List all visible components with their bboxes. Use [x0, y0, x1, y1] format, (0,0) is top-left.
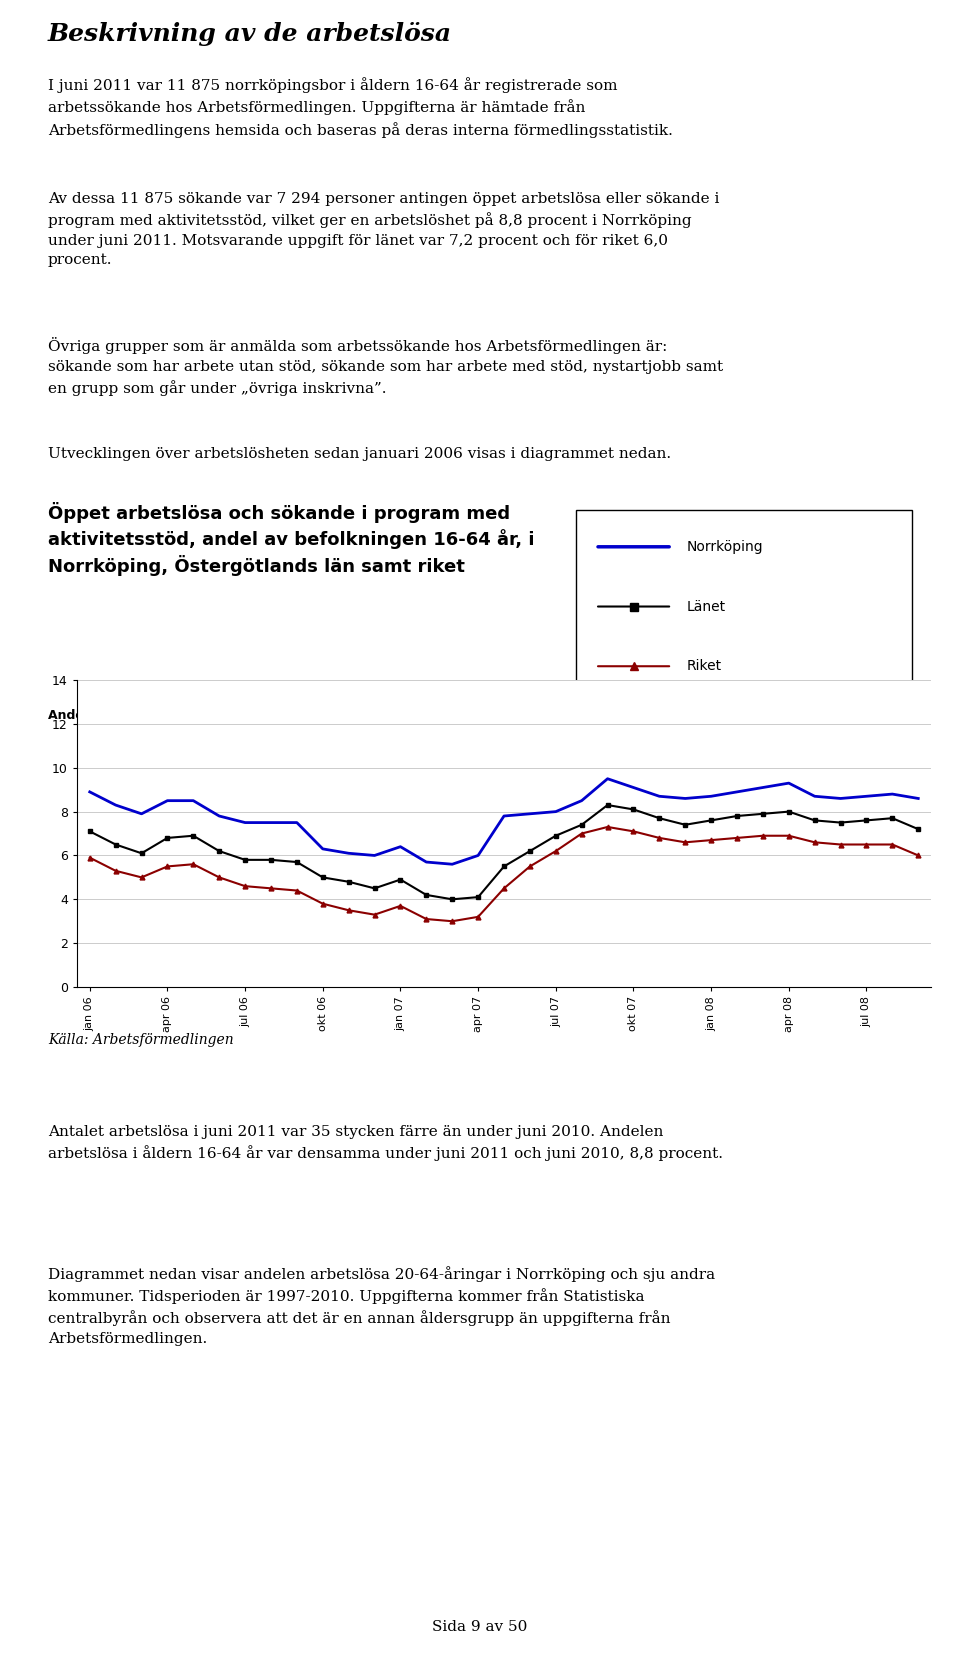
Text: Sida 9 av 50: Sida 9 av 50 [432, 1621, 528, 1634]
Text: Källa: Arbetsförmedlingen: Källa: Arbetsförmedlingen [48, 1034, 233, 1047]
FancyBboxPatch shape [576, 511, 912, 702]
Text: Norrköping: Norrköping [686, 539, 763, 554]
Text: Andel (%): Andel (%) [48, 710, 116, 722]
Text: Övriga grupper som är anmälda som arbetssökande hos Arbetsförmedlingen är:
sökan: Övriga grupper som är anmälda som arbets… [48, 337, 723, 397]
Text: Öppet arbetslösa och sökande i program med
aktivitetsstöd, andel av befolkningen: Öppet arbetslösa och sökande i program m… [48, 503, 535, 576]
Text: Länet: Länet [686, 599, 726, 614]
Text: Diagrammet nedan visar andelen arbetslösa 20-64-åringar i Norrköping och sju and: Diagrammet nedan visar andelen arbetslös… [48, 1266, 715, 1345]
Text: Antalet arbetslösa i juni 2011 var 35 stycken färre än under juni 2010. Andelen
: Antalet arbetslösa i juni 2011 var 35 st… [48, 1125, 723, 1161]
Text: Beskrivning av de arbetslösa: Beskrivning av de arbetslösa [48, 22, 452, 46]
Text: Av dessa 11 875 sökande var 7 294 personer antingen öppet arbetslösa eller sökan: Av dessa 11 875 sökande var 7 294 person… [48, 192, 719, 267]
Text: Utvecklingen över arbetslösheten sedan januari 2006 visas i diagrammet nedan.: Utvecklingen över arbetslösheten sedan j… [48, 446, 671, 461]
Text: Riket: Riket [686, 659, 722, 674]
Text: I juni 2011 var 11 875 norrköpingsbor i åldern 16-64 år registrerade som
arbetss: I juni 2011 var 11 875 norrköpingsbor i … [48, 76, 673, 138]
